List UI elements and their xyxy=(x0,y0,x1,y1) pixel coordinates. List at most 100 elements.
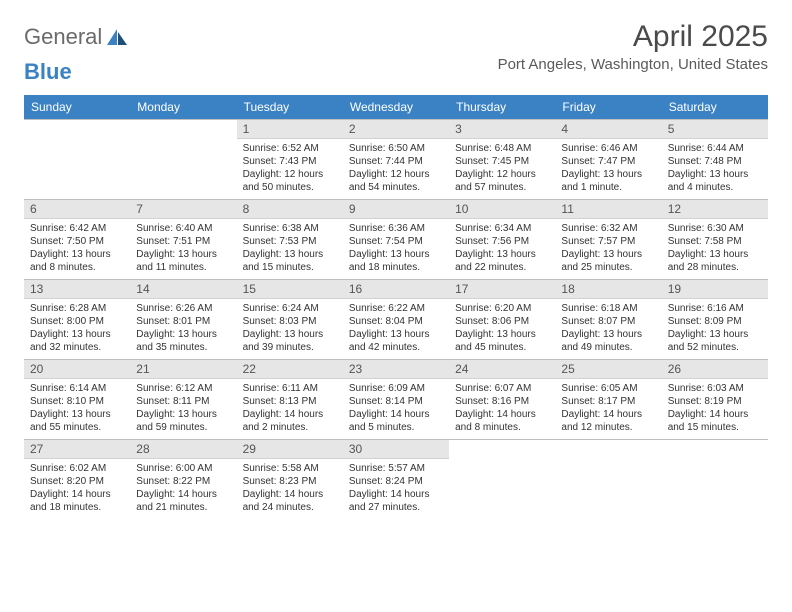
daylight-text: Daylight: 13 hours and 52 minutes. xyxy=(668,328,762,354)
sunrise-text: Sunrise: 6:20 AM xyxy=(455,302,549,315)
sunrise-text: Sunrise: 5:58 AM xyxy=(243,462,337,475)
daylight-text: Daylight: 13 hours and 55 minutes. xyxy=(30,408,124,434)
calendar-week-row: 1Sunrise: 6:52 AMSunset: 7:43 PMDaylight… xyxy=(24,120,768,200)
sunrise-text: Sunrise: 6:48 AM xyxy=(455,142,549,155)
day-details: Sunrise: 5:57 AMSunset: 8:24 PMDaylight:… xyxy=(343,459,449,519)
day-number: 15 xyxy=(237,280,343,299)
day-number: 23 xyxy=(343,360,449,379)
sunset-text: Sunset: 8:07 PM xyxy=(561,315,655,328)
day-details: Sunrise: 6:09 AMSunset: 8:14 PMDaylight:… xyxy=(343,379,449,439)
day-number: 2 xyxy=(343,120,449,139)
calendar-day-cell xyxy=(662,440,768,520)
sunset-text: Sunset: 7:48 PM xyxy=(668,155,762,168)
day-details: Sunrise: 6:02 AMSunset: 8:20 PMDaylight:… xyxy=(24,459,130,519)
sunset-text: Sunset: 8:13 PM xyxy=(243,395,337,408)
day-number: 27 xyxy=(24,440,130,459)
sunrise-text: Sunrise: 6:18 AM xyxy=(561,302,655,315)
calendar-day-cell: 8Sunrise: 6:38 AMSunset: 7:53 PMDaylight… xyxy=(237,200,343,280)
day-number: 24 xyxy=(449,360,555,379)
day-number: 21 xyxy=(130,360,236,379)
day-details: Sunrise: 6:24 AMSunset: 8:03 PMDaylight:… xyxy=(237,299,343,359)
day-number: 11 xyxy=(555,200,661,219)
sunset-text: Sunset: 8:16 PM xyxy=(455,395,549,408)
calendar-day-cell: 17Sunrise: 6:20 AMSunset: 8:06 PMDayligh… xyxy=(449,280,555,360)
day-details: Sunrise: 6:38 AMSunset: 7:53 PMDaylight:… xyxy=(237,219,343,279)
daylight-text: Daylight: 13 hours and 11 minutes. xyxy=(136,248,230,274)
day-number: 29 xyxy=(237,440,343,459)
calendar-body: 1Sunrise: 6:52 AMSunset: 7:43 PMDaylight… xyxy=(24,120,768,520)
sunrise-text: Sunrise: 6:28 AM xyxy=(30,302,124,315)
day-details: Sunrise: 6:30 AMSunset: 7:58 PMDaylight:… xyxy=(662,219,768,279)
day-details: Sunrise: 6:11 AMSunset: 8:13 PMDaylight:… xyxy=(237,379,343,439)
calendar-day-cell: 24Sunrise: 6:07 AMSunset: 8:16 PMDayligh… xyxy=(449,360,555,440)
day-header: Thursday xyxy=(449,95,555,120)
sunrise-text: Sunrise: 6:12 AM xyxy=(136,382,230,395)
daylight-text: Daylight: 13 hours and 28 minutes. xyxy=(668,248,762,274)
daylight-text: Daylight: 13 hours and 49 minutes. xyxy=(561,328,655,354)
calendar-day-cell: 6Sunrise: 6:42 AMSunset: 7:50 PMDaylight… xyxy=(24,200,130,280)
day-header: Friday xyxy=(555,95,661,120)
sunrise-text: Sunrise: 6:11 AM xyxy=(243,382,337,395)
daylight-text: Daylight: 13 hours and 4 minutes. xyxy=(668,168,762,194)
day-details: Sunrise: 6:05 AMSunset: 8:17 PMDaylight:… xyxy=(555,379,661,439)
daylight-text: Daylight: 14 hours and 2 minutes. xyxy=(243,408,337,434)
day-header: Monday xyxy=(130,95,236,120)
calendar-header-row: SundayMondayTuesdayWednesdayThursdayFrid… xyxy=(24,95,768,120)
day-number: 9 xyxy=(343,200,449,219)
day-details: Sunrise: 6:00 AMSunset: 8:22 PMDaylight:… xyxy=(130,459,236,519)
day-header: Sunday xyxy=(24,95,130,120)
calendar-week-row: 27Sunrise: 6:02 AMSunset: 8:20 PMDayligh… xyxy=(24,440,768,520)
day-number: 20 xyxy=(24,360,130,379)
sunrise-text: Sunrise: 6:50 AM xyxy=(349,142,443,155)
calendar-day-cell: 10Sunrise: 6:34 AMSunset: 7:56 PMDayligh… xyxy=(449,200,555,280)
logo: General xyxy=(24,20,129,50)
sunrise-text: Sunrise: 6:40 AM xyxy=(136,222,230,235)
logo-sail-icon xyxy=(107,29,127,45)
sunset-text: Sunset: 8:17 PM xyxy=(561,395,655,408)
calendar-day-cell xyxy=(24,120,130,200)
daylight-text: Daylight: 13 hours and 59 minutes. xyxy=(136,408,230,434)
calendar-day-cell: 22Sunrise: 6:11 AMSunset: 8:13 PMDayligh… xyxy=(237,360,343,440)
sunset-text: Sunset: 8:20 PM xyxy=(30,475,124,488)
day-details: Sunrise: 6:50 AMSunset: 7:44 PMDaylight:… xyxy=(343,139,449,199)
sunset-text: Sunset: 8:22 PM xyxy=(136,475,230,488)
day-number: 6 xyxy=(24,200,130,219)
calendar-day-cell: 9Sunrise: 6:36 AMSunset: 7:54 PMDaylight… xyxy=(343,200,449,280)
calendar-day-cell xyxy=(449,440,555,520)
logo-text-general: General xyxy=(24,24,102,50)
sunset-text: Sunset: 8:14 PM xyxy=(349,395,443,408)
sunset-text: Sunset: 7:54 PM xyxy=(349,235,443,248)
daylight-text: Daylight: 14 hours and 18 minutes. xyxy=(30,488,124,514)
calendar-day-cell: 11Sunrise: 6:32 AMSunset: 7:57 PMDayligh… xyxy=(555,200,661,280)
day-details: Sunrise: 6:40 AMSunset: 7:51 PMDaylight:… xyxy=(130,219,236,279)
sunset-text: Sunset: 8:23 PM xyxy=(243,475,337,488)
calendar-day-cell: 1Sunrise: 6:52 AMSunset: 7:43 PMDaylight… xyxy=(237,120,343,200)
sunset-text: Sunset: 8:10 PM xyxy=(30,395,124,408)
daylight-text: Daylight: 12 hours and 50 minutes. xyxy=(243,168,337,194)
day-details: Sunrise: 6:44 AMSunset: 7:48 PMDaylight:… xyxy=(662,139,768,199)
day-details: Sunrise: 6:16 AMSunset: 8:09 PMDaylight:… xyxy=(662,299,768,359)
calendar-week-row: 20Sunrise: 6:14 AMSunset: 8:10 PMDayligh… xyxy=(24,360,768,440)
daylight-text: Daylight: 14 hours and 27 minutes. xyxy=(349,488,443,514)
sunset-text: Sunset: 7:45 PM xyxy=(455,155,549,168)
sunset-text: Sunset: 8:03 PM xyxy=(243,315,337,328)
sunrise-text: Sunrise: 6:38 AM xyxy=(243,222,337,235)
sunset-text: Sunset: 7:50 PM xyxy=(30,235,124,248)
sunrise-text: Sunrise: 6:52 AM xyxy=(243,142,337,155)
calendar-week-row: 6Sunrise: 6:42 AMSunset: 7:50 PMDaylight… xyxy=(24,200,768,280)
calendar-day-cell: 13Sunrise: 6:28 AMSunset: 8:00 PMDayligh… xyxy=(24,280,130,360)
day-details: Sunrise: 6:03 AMSunset: 8:19 PMDaylight:… xyxy=(662,379,768,439)
daylight-text: Daylight: 14 hours and 15 minutes. xyxy=(668,408,762,434)
daylight-text: Daylight: 13 hours and 42 minutes. xyxy=(349,328,443,354)
daylight-text: Daylight: 14 hours and 5 minutes. xyxy=(349,408,443,434)
logo-text-blue: Blue xyxy=(24,59,72,85)
day-number: 14 xyxy=(130,280,236,299)
day-number: 30 xyxy=(343,440,449,459)
day-number: 19 xyxy=(662,280,768,299)
calendar-day-cell: 19Sunrise: 6:16 AMSunset: 8:09 PMDayligh… xyxy=(662,280,768,360)
sunset-text: Sunset: 7:58 PM xyxy=(668,235,762,248)
day-number: 25 xyxy=(555,360,661,379)
title-block: April 2025 Port Angeles, Washington, Uni… xyxy=(498,20,768,73)
daylight-text: Daylight: 13 hours and 25 minutes. xyxy=(561,248,655,274)
sunrise-text: Sunrise: 6:05 AM xyxy=(561,382,655,395)
